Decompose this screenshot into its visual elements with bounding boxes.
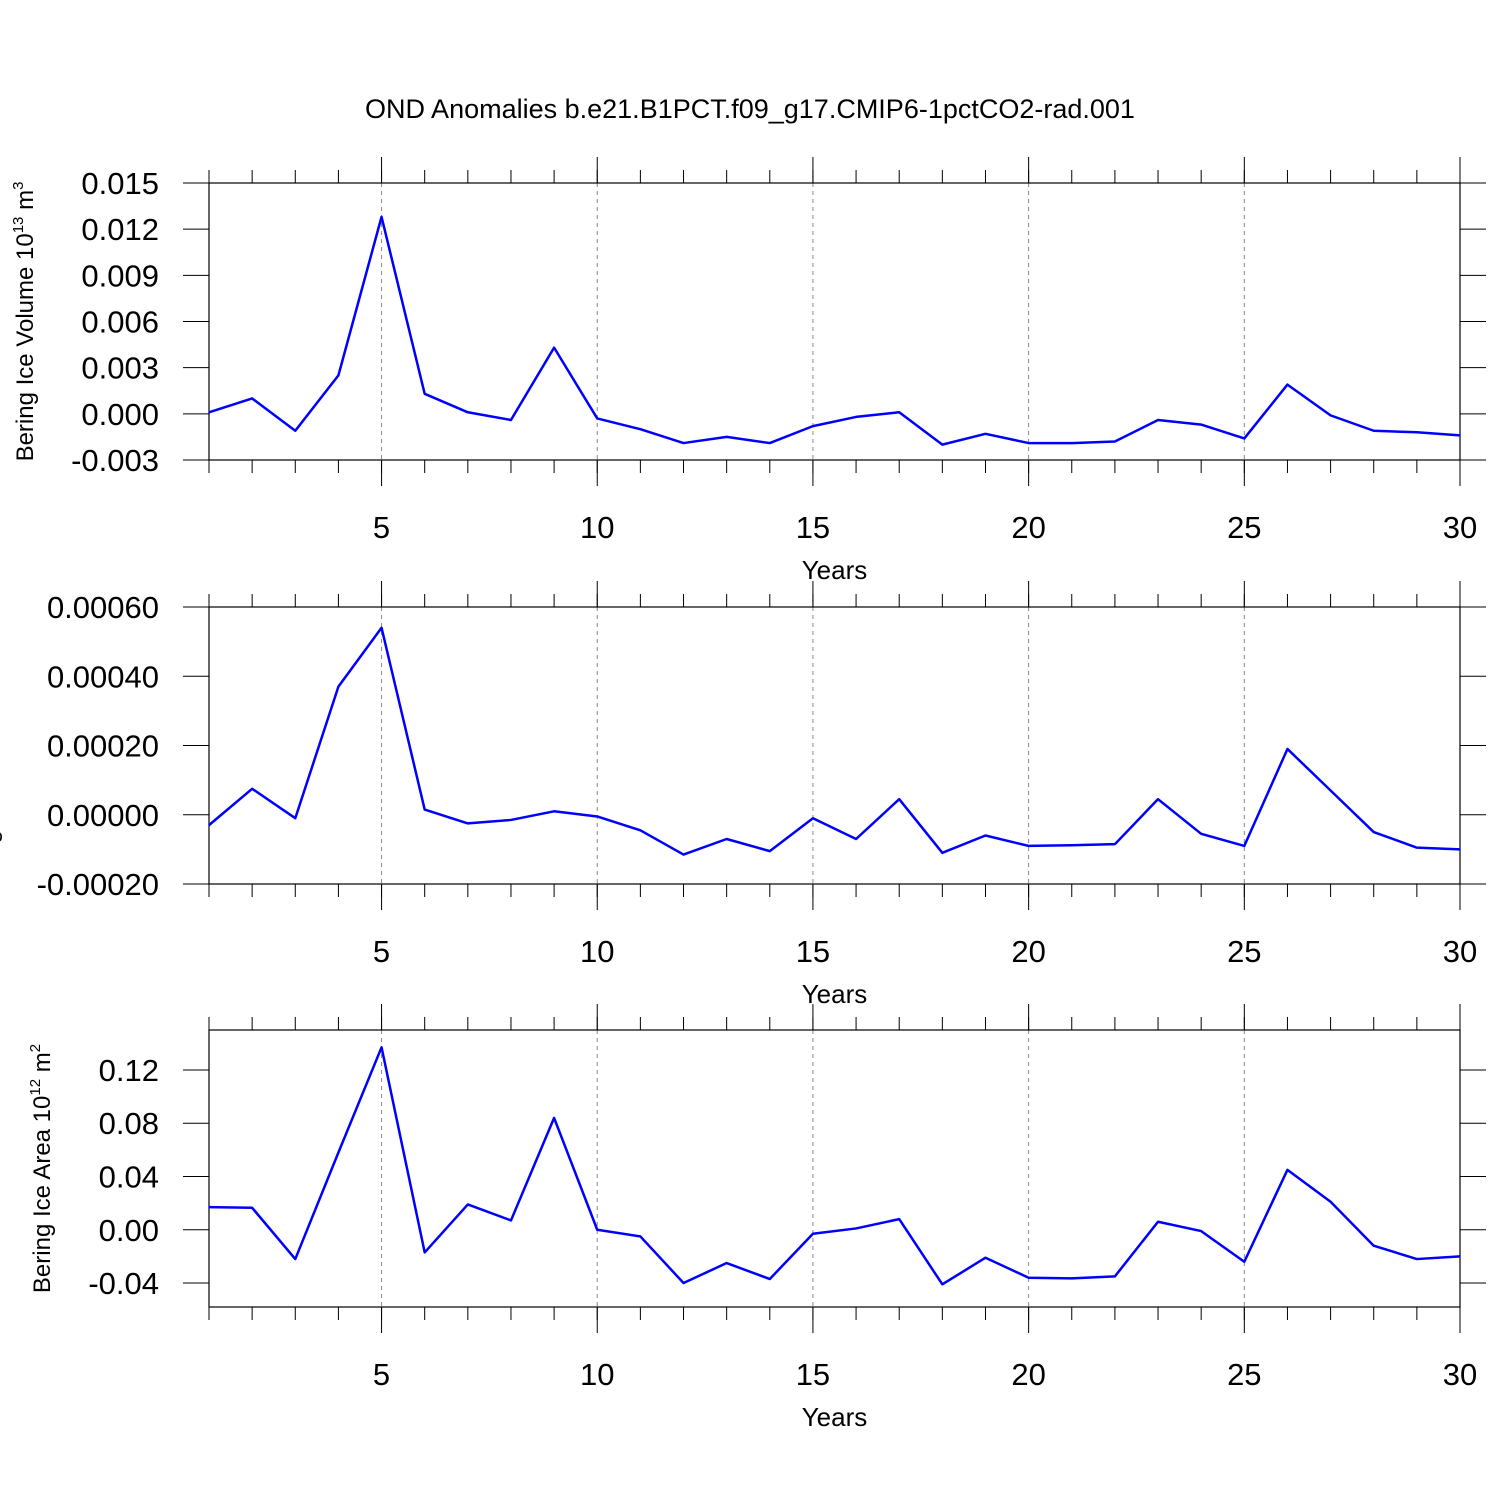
x-tick-label: 10 — [580, 1357, 614, 1392]
y-tick-label: -0.00020 — [37, 867, 159, 902]
y-label-unit: m — [12, 190, 39, 217]
x-tick-label: 5 — [373, 510, 390, 545]
x-tick-label: 30 — [1443, 1357, 1477, 1392]
y-axis-label: Bering Ice Volume 1013 m3 — [10, 182, 39, 462]
y-tick-label: 0.003 — [81, 351, 159, 386]
y-label-unit-exp: 3 — [10, 182, 27, 190]
x-tick-label: 20 — [1011, 510, 1045, 545]
y-tick-label: 0.00040 — [47, 659, 159, 694]
y-tick-label: 0.00 — [99, 1213, 159, 1248]
x-tick-label: 15 — [796, 510, 830, 545]
y-label-unit: m — [0, 600, 3, 627]
data-line — [208, 1046, 1461, 1286]
x-axis-label: Years — [802, 979, 868, 1009]
x-tick-label: 5 — [373, 934, 390, 969]
y-label-text: Bering Ice Volume 10 — [12, 233, 39, 461]
x-tick-label: 25 — [1227, 934, 1261, 969]
y-tick-label: 0.012 — [81, 212, 159, 247]
x-tick-label: 25 — [1227, 1357, 1261, 1392]
x-tick-label: 10 — [580, 510, 614, 545]
x-tick-label: 30 — [1443, 510, 1477, 545]
y-label-exp: 12 — [27, 1079, 44, 1096]
y-tick-label: 0.00020 — [47, 729, 159, 764]
x-tick-label: 15 — [796, 1357, 830, 1392]
y-tick-label: 0.000 — [81, 397, 159, 432]
y-label-text: Bering Ice Area 10 — [29, 1096, 56, 1293]
data-line — [208, 215, 1461, 446]
y-label-unit-exp: 2 — [27, 1044, 44, 1052]
y-tick-label: 0.015 — [81, 166, 159, 201]
y-tick-label: 0.00060 — [47, 590, 159, 625]
y-axis-label: Bering Snow Volume 1013 m3 — [0, 592, 3, 900]
y-tick-label: 0.08 — [99, 1106, 159, 1141]
x-tick-label: 15 — [796, 934, 830, 969]
figure-title: OND Anomalies b.e21.B1PCT.f09_g17.CMIP6-… — [365, 94, 1135, 124]
x-axis-label: Years — [802, 1402, 868, 1432]
x-tick-label: 5 — [373, 1357, 390, 1392]
y-label-unit: m — [29, 1052, 56, 1079]
y-tick-label: 0.009 — [81, 258, 159, 293]
y-tick-label: 0.04 — [99, 1159, 159, 1194]
plot-frame — [208, 182, 1461, 461]
x-tick-label: 20 — [1011, 1357, 1045, 1392]
y-tick-label: 0.12 — [99, 1053, 159, 1088]
x-tick-label: 10 — [580, 934, 614, 969]
x-tick-label: 25 — [1227, 510, 1261, 545]
x-axis-label: Years — [802, 555, 868, 585]
y-tick-label: -0.04 — [88, 1266, 159, 1301]
plot-frame — [208, 606, 1461, 885]
y-label-text: Bering Snow Volume 10 — [0, 643, 3, 899]
x-tick-label: 20 — [1011, 934, 1045, 969]
y-tick-label: -0.003 — [71, 443, 159, 478]
y-axis-label: Bering Ice Area 1012 m2 — [27, 1044, 56, 1293]
y-tick-label: 0.00000 — [47, 798, 159, 833]
x-tick-label: 30 — [1443, 934, 1477, 969]
plot-frame — [208, 1029, 1461, 1308]
y-label-exp: 13 — [10, 217, 27, 234]
y-tick-label: 0.006 — [81, 305, 159, 340]
data-line — [208, 626, 1461, 856]
